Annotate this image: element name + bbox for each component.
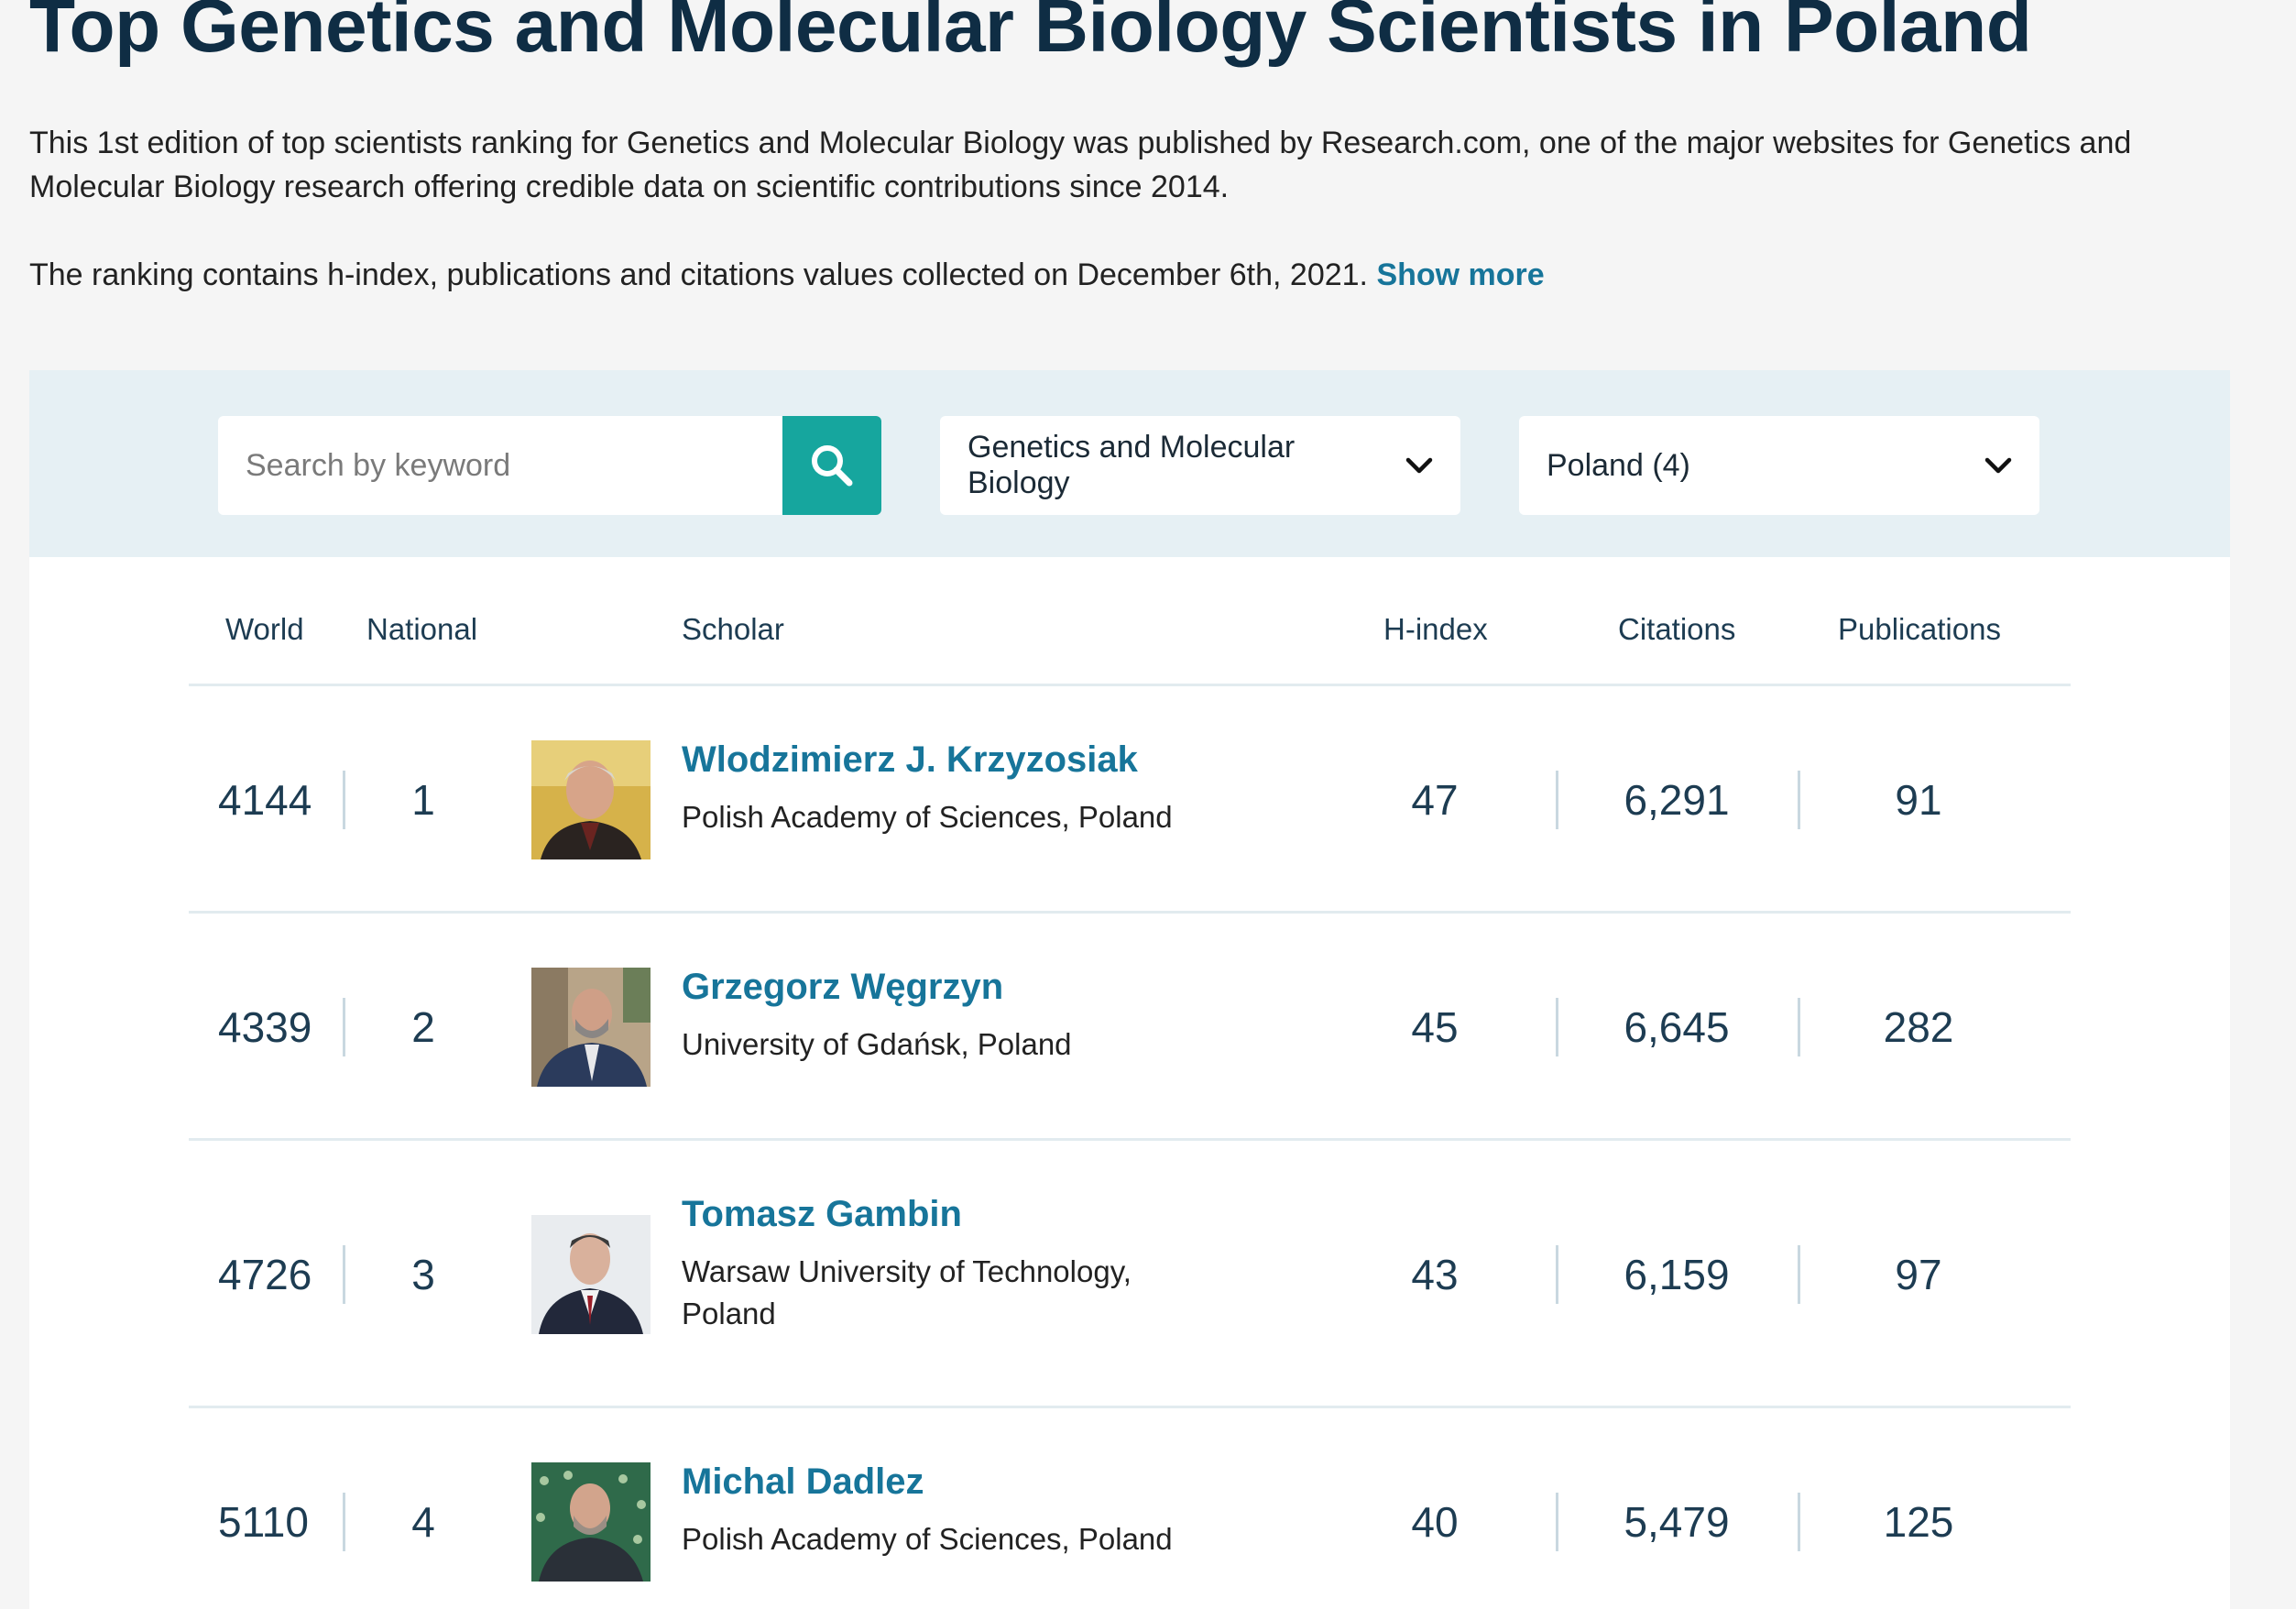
row-divider	[189, 1138, 2071, 1141]
country-select-value: Poland (4)	[1547, 447, 1690, 483]
intro-paragraph: This 1st edition of top scientists ranki…	[29, 126, 2132, 204]
page-title: Top Genetics and Molecular Biology Scien…	[29, 0, 2032, 68]
search-icon	[812, 445, 853, 487]
search-button[interactable]	[782, 416, 881, 515]
header-divider	[189, 684, 2071, 686]
column-header-publications[interactable]: Publications	[1838, 612, 2001, 646]
citations-value: 6,645	[1624, 1003, 1730, 1051]
world-rank: 4726	[218, 1251, 312, 1298]
filter-bar: Genetics and Molecular Biology Poland (4…	[29, 370, 2230, 557]
national-rank: 3	[411, 1251, 435, 1298]
ranking-panel: Genetics and Molecular Biology Poland (4…	[29, 370, 2230, 1609]
national-rank: 4	[411, 1498, 435, 1546]
column-header-world[interactable]: World	[225, 612, 304, 646]
avatar	[531, 968, 651, 1087]
column-separator	[1798, 1493, 1800, 1551]
publications-value: 97	[1895, 1251, 1942, 1298]
scholar-affiliation: Polish Academy of Sciences, Poland	[682, 800, 1173, 834]
column-separator	[1556, 998, 1558, 1056]
hindex-value: 43	[1411, 1251, 1459, 1298]
country-select[interactable]: Poland (4)	[1519, 416, 2039, 515]
world-rank: 4339	[218, 1003, 312, 1051]
column-separator	[1798, 771, 1800, 829]
scholar-affiliation: University of Gdańsk, Poland	[682, 1027, 1072, 1061]
column-separator	[1798, 998, 1800, 1056]
column-header-hindex[interactable]: H-index	[1383, 612, 1488, 646]
hindex-value: 40	[1411, 1498, 1459, 1546]
scholar-name-link[interactable]: Grzegorz Węgrzyn	[682, 967, 1004, 1007]
scholar-affiliation: Warsaw University of Technology, Poland	[682, 1254, 1132, 1330]
column-separator	[1556, 1245, 1558, 1304]
column-header-scholar[interactable]: Scholar	[682, 612, 784, 646]
column-header-citations[interactable]: Citations	[1618, 612, 1736, 646]
scholar-affiliation: Polish Academy of Sciences, Poland	[682, 1522, 1173, 1556]
national-rank: 1	[411, 776, 435, 824]
chevron-down-icon	[1984, 457, 2012, 474]
avatar	[531, 1215, 651, 1334]
column-separator	[343, 1493, 345, 1551]
scholar-name-link[interactable]: Wlodzimierz J. Krzyzosiak	[682, 739, 1138, 780]
discipline-select[interactable]: Genetics and Molecular Biology	[940, 416, 1460, 515]
scholar-name-link[interactable]: Michal Dadlez	[682, 1461, 924, 1502]
avatar	[531, 1462, 651, 1582]
column-separator	[1556, 1493, 1558, 1551]
column-separator	[1798, 1245, 1800, 1304]
column-separator	[343, 1245, 345, 1304]
column-header-national[interactable]: National	[366, 612, 478, 646]
publications-value: 91	[1895, 776, 1942, 824]
chevron-down-icon	[1405, 457, 1433, 474]
table-row: 4339 2 Grzegorz Węgrzyn University of Gd…	[29, 914, 2230, 1141]
national-rank: 2	[411, 1003, 435, 1051]
citations-value: 5,479	[1624, 1498, 1730, 1546]
column-separator	[343, 771, 345, 829]
column-separator	[343, 998, 345, 1056]
intro-date-text: The ranking contains h-index, publicatio…	[29, 257, 1368, 292]
avatar	[531, 740, 651, 859]
table-row: 5110 4 Michal Dadlez Polish Academy of S…	[29, 1408, 2230, 1609]
column-separator	[1556, 771, 1558, 829]
hindex-value: 47	[1411, 776, 1459, 824]
intro-date-paragraph: The ranking contains h-index, publicatio…	[29, 253, 2210, 297]
citations-value: 6,159	[1624, 1251, 1730, 1298]
row-divider	[189, 1406, 2071, 1408]
publications-value: 125	[1883, 1498, 1954, 1546]
publications-value: 282	[1883, 1003, 1954, 1051]
hindex-value: 45	[1411, 1003, 1459, 1051]
show-more-link[interactable]: Show more	[1376, 257, 1545, 292]
table-row: 4726 3 Tomasz Gambin Warsaw University o…	[29, 1141, 2230, 1408]
search-input[interactable]	[218, 416, 782, 515]
row-divider	[189, 911, 2071, 914]
world-rank: 4144	[218, 776, 312, 824]
scholar-name-link[interactable]: Tomasz Gambin	[682, 1194, 962, 1234]
citations-value: 6,291	[1624, 776, 1730, 824]
discipline-select-value: Genetics and Molecular Biology	[968, 430, 1296, 500]
table-row: 4144 1 Wlodzimierz J. Krzyzosiak Polish …	[29, 686, 2230, 914]
world-rank: 5110	[218, 1498, 309, 1546]
